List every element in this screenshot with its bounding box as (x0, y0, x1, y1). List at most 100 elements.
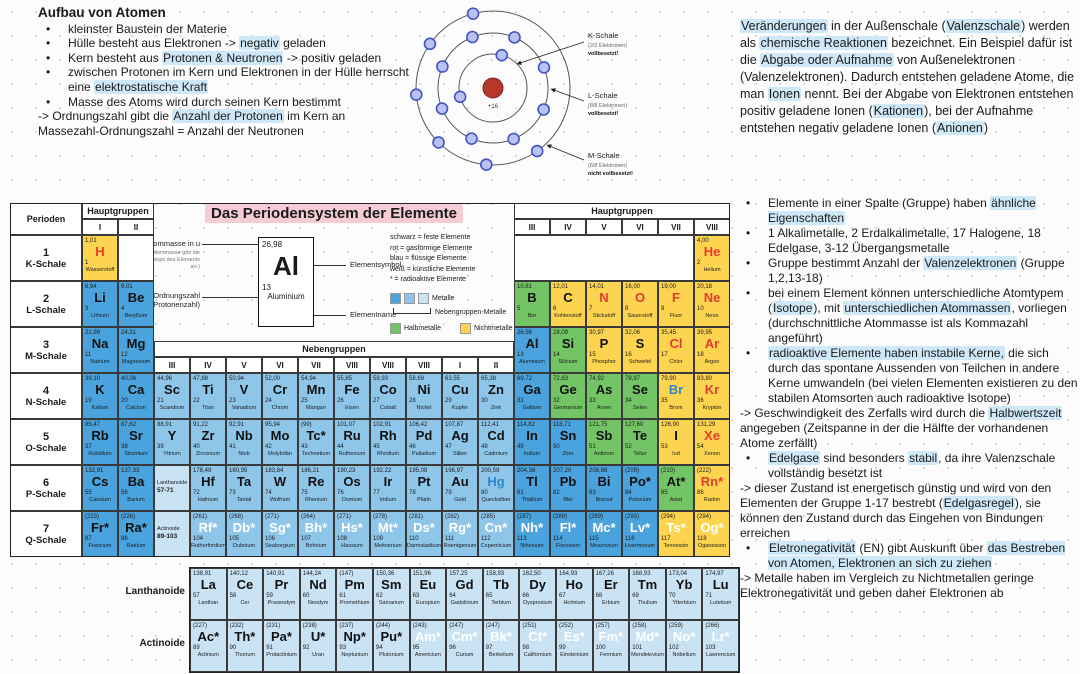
element-cell-Te: 127,60 Te 52 Tellur (622, 419, 658, 465)
electron-dot (465, 132, 478, 145)
aufbau-von-atomen-notes: Aufbau von Atomen • kleinster Baustein de… (38, 5, 410, 139)
period-label-6: 6 P-Schale (10, 465, 82, 511)
note-item: -> dieser Zustand ist energetisch günsti… (740, 481, 1052, 540)
period-label-1: 1 K-Schale (10, 235, 82, 281)
element-cell-Cs: 132,91 Cs 55 Caesium (82, 465, 118, 511)
neben-group-label-0: III (154, 357, 190, 373)
note-item: • bei einem Element können unterschiedlic… (740, 286, 1078, 346)
element-cell-Fm: (257) Fm* 100 Fermium (592, 620, 630, 672)
element-cell-Rh: 102,91 Rh 45 Rhodium (370, 419, 406, 465)
element-cell-Cf: (251) Cf* 98 Californium (519, 620, 556, 672)
element-cell-Ho: 164,93 Ho 67 Holmium (556, 568, 593, 620)
bullet-marker: • (46, 21, 51, 36)
note-item: • Kern besteht aus Protonen & Neutronen -… (38, 50, 410, 66)
element-cell-Po: (209) Po* 84 Polonium (622, 465, 658, 511)
element-cell-Sb: 121,75 Sb 51 Antimon (586, 419, 622, 465)
element-cell-Os: 190,23 Os 76 Osmium (334, 465, 370, 511)
group-label-II: II (118, 219, 154, 235)
element-cell-Rg: (282) Rg* 111 Roentgenium (442, 511, 478, 557)
metal-swatch-light (418, 293, 429, 304)
metal-swatch-dark (390, 293, 401, 304)
element-cell-Bk: (247) Bk* 97 Berkelium (482, 620, 520, 672)
shell-pointer-line (546, 144, 585, 161)
legend-metals: Metalle (390, 293, 455, 304)
element-cell-Ce: 140,12 Ce 58 Cer (226, 568, 264, 620)
group-label-III: III (514, 219, 550, 235)
legend-number-label: Ordnungszahl (153, 291, 200, 300)
aufbau-list: • kleinster Baustein der Materie • Hülle be… (38, 22, 410, 139)
element-cell-P: 30,97 P 15 Phosphor (586, 327, 622, 373)
header-hauptgruppen-left: Hauptgruppen (82, 203, 154, 219)
shell-status: nicht vollbesetzt! (588, 171, 633, 177)
shell-label-M-Schale: M-Schale (588, 151, 620, 160)
neben-group-label-1: IV (190, 357, 226, 373)
electron-dot (537, 103, 550, 116)
element-cell-Ni: 58,69 Ni 28 Nickel (406, 373, 442, 419)
example-mass: 26,98 (262, 240, 283, 249)
element-cell-Pm: (147) Pm 61 Promethium (336, 568, 373, 620)
element-cell-Ds: (281) Ds* 110 Darmstadtium (406, 511, 442, 557)
note-item: -> Geschwindigkeit des Zerfalls wird dur… (740, 406, 1063, 450)
element-cell-Mt: (278) Mt* 109 Meitnerium (370, 511, 406, 557)
lanthanoide-row-label: Lanthanoide (125, 586, 185, 597)
nebengruppen-bracket-line (411, 313, 431, 315)
element-cell-Cl: 35,45 Cl 17 Chlor (658, 327, 694, 373)
element-cell-Dy: 162,50 Dy 66 Dysprosium (519, 568, 556, 620)
group-label-V: V (586, 219, 622, 235)
element-cell-Re: 186,21 Re 75 Rhenium (298, 465, 334, 511)
legend-state-colors: schwarz = feste Elemente rot = gasförmig… (390, 233, 522, 286)
element-cell-Th: (232) Th* 90 Thorium (226, 620, 264, 672)
neben-group-label-6: VIII (370, 357, 406, 373)
state-line-gas: rot = gasförmige Elemente (390, 244, 473, 252)
example-number: 13 (262, 283, 271, 292)
element-cell-Es: (252) Es* 99 Einsteinium (556, 620, 593, 672)
legend-example-element: 26,98 Al 13 Aluminium (258, 237, 314, 327)
element-cell-Pa: (231) Pa* 91 Protactinium (263, 620, 300, 672)
element-cell-Mo: 95,94 Mo 42 Molybdän (262, 419, 298, 465)
element-cell-Np: (237) Np* 93 Neptunium (336, 620, 373, 672)
electron-dot (537, 61, 551, 74)
element-cell-Lu: 174,97 Lu 71 Lutetium (702, 568, 739, 620)
element-cell-Al: 26,98 Al 13 Aluminium (514, 327, 550, 373)
element-cell-Tc: (99) Tc* 43 Technetium (298, 419, 334, 465)
element-cell-Zn: 65,38 Zn 30 Zink (478, 373, 514, 419)
neben-group-label-7: VIII (406, 357, 442, 373)
element-cell-Cr: 52,00 Cr 24 Chrom (262, 373, 298, 419)
element-cell-Be: 9,01 Be 4 Beryllium (118, 281, 154, 327)
shell-label-K-Schale: K-Schale (588, 31, 618, 40)
element-cell-Ru: 101,07 Ru 44 Ruthenium (334, 419, 370, 465)
bullet-marker: • (746, 451, 751, 465)
note-item: • Eletronegativität (EN) gibt Auskunft üb… (740, 541, 1078, 571)
element-cell-Zr: 91,22 Zr 40 Zirconium (190, 419, 226, 465)
element-cell-Ne: 20,18 Ne 10 Neon (694, 281, 730, 327)
electron-dot (507, 132, 520, 146)
element-cell-In: 114,82 In 49 Indium (514, 419, 550, 465)
example-name: Aluminium (267, 292, 305, 301)
element-cell-U: (238) U* 92 Uran (299, 620, 337, 672)
element-cell-V: 50,94 V 23 Vanadium (226, 373, 262, 419)
neben-group-label-4: VII (298, 357, 334, 373)
element-cell-Pd: 106,42 Pd 46 Palladium (406, 419, 442, 465)
element-cell-B: 10,81 B 5 Bor (514, 281, 550, 327)
shell-status: vollbesetzt! (588, 51, 618, 57)
element-cell-Er: 167,26 Er 68 Erbium (592, 568, 630, 620)
element-cell-Ac: (227) Ac* 89 Actinium (190, 620, 227, 672)
legend-symbol-label: Elementsymbol (350, 260, 402, 269)
element-cell-Ca: 40,08 Ca 20 Calcium (118, 373, 154, 419)
element-cell-Cu: 63,55 Cu 29 Kupfer (442, 373, 478, 419)
element-cell-Ra: (226) Ra* 88 Radium (118, 511, 154, 557)
element-cell-As: 74,92 As 33 Arsen (586, 373, 622, 419)
element-cell-At: (210) At* 85 Astat (658, 465, 694, 511)
element-cell-Ag: 107,87 Ag 47 Silber (442, 419, 478, 465)
group-label-IV: IV (550, 219, 586, 235)
period-label-7: 7 Q-Schale (10, 511, 82, 557)
neben-group-label-8: I (442, 357, 478, 373)
element-cell-Sm: 150,36 Sm 62 Samarium (373, 568, 410, 620)
element-cell-Lr: (266) Lr* 103 Lawrencium (702, 620, 739, 672)
element-cell-Rf: (261) Rf* 104 Rutherfordium (190, 511, 226, 557)
element-cell-Fl: (289) Fl* 114 Flerovium (550, 511, 586, 557)
nonmetals-label: Nichtmetalle (474, 325, 513, 332)
element-cell-Sg: (271) Sg* 106 Seaborgium (262, 511, 298, 557)
fref-cell-89-103: Actinoide 89-103 (154, 511, 190, 557)
